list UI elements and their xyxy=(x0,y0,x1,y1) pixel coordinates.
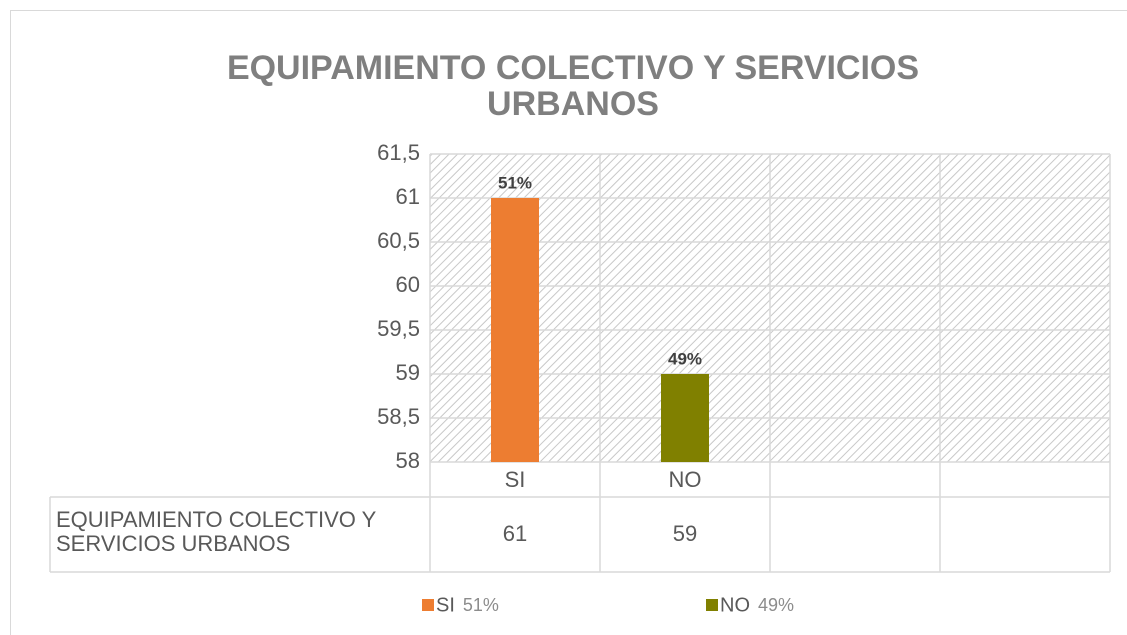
y-tick-label: 61 xyxy=(396,184,420,209)
y-tick-label: 60 xyxy=(396,272,420,297)
legend-label: NO xyxy=(720,594,750,616)
legend-percent: 51% xyxy=(463,595,499,615)
legend-swatch xyxy=(706,599,718,611)
table-row-header: EQUIPAMIENTO COLECTIVO Y SERVICIOS URBAN… xyxy=(56,507,376,556)
bar xyxy=(661,374,709,462)
y-tick-label: 61,5 xyxy=(377,140,420,165)
bar xyxy=(491,198,539,462)
legend-percent: 49% xyxy=(758,595,794,615)
x-tick-label: NO xyxy=(669,467,702,492)
legend-swatch xyxy=(422,599,434,611)
table-value: 61 xyxy=(503,521,527,546)
data-label: 49% xyxy=(668,349,702,368)
legend-label: SI xyxy=(436,594,455,616)
y-tick-label: 60,5 xyxy=(377,228,420,253)
x-tick-label: SI xyxy=(505,467,526,492)
y-tick-label: 59,5 xyxy=(377,316,420,341)
y-tick-label: 58,5 xyxy=(377,404,420,429)
y-tick-label: 59 xyxy=(396,360,420,385)
y-tick-label: 58 xyxy=(396,448,420,473)
data-label: 51% xyxy=(498,173,532,192)
table-value: 59 xyxy=(673,521,697,546)
chart-title: EQUIPAMIENTO COLECTIVO Y SERVICIOS URBAN… xyxy=(226,49,920,123)
